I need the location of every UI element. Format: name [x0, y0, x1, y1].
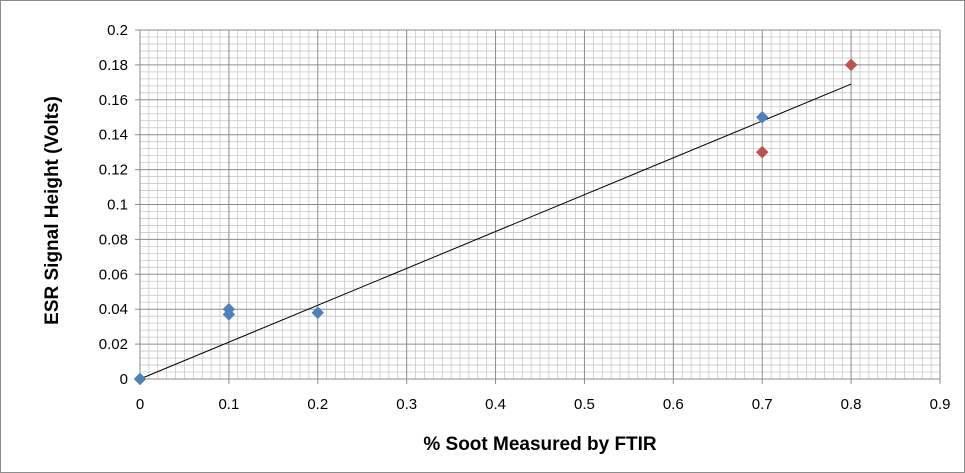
- trendline-group: [139, 83, 852, 380]
- trendline: [139, 83, 852, 380]
- x-tick-label: 0.1: [218, 396, 239, 413]
- y-tick-label: 0.18: [99, 57, 128, 74]
- x-tick-label: 0.2: [307, 396, 328, 413]
- x-tick-label: 0: [136, 396, 144, 413]
- data-point-blue: [133, 372, 147, 386]
- y-tick-label: 0.02: [99, 336, 128, 353]
- x-tick-label: 0.9: [930, 396, 951, 413]
- y-tick-label: 0.04: [99, 301, 128, 318]
- y-tick-label: 0.1: [107, 197, 128, 214]
- y-tick-label: 0.2: [107, 22, 128, 39]
- x-tick-label: 0.8: [841, 396, 862, 413]
- y-tick-label: 0.12: [99, 162, 128, 179]
- x-tick-label: 0.6: [663, 396, 684, 413]
- data-point-blue: [311, 306, 325, 320]
- grid: [140, 29, 941, 379]
- y-tick-label: 0.14: [99, 127, 128, 144]
- x-axis-title: % Soot Measured by FTIR: [423, 434, 657, 455]
- axes: [135, 29, 941, 384]
- data-point-red: [844, 58, 858, 72]
- data-point-blue: [222, 308, 236, 321]
- x-tick-label: 0.7: [752, 396, 773, 413]
- y-tick-label: 0.08: [99, 231, 128, 248]
- x-tick-label: 0.5: [574, 396, 595, 413]
- x-tick-label: 0.3: [396, 396, 417, 413]
- data-point-red: [755, 145, 769, 159]
- data-points: [133, 58, 858, 386]
- tick-labels: 0 0.1 0.2 0.3 0.4 0.5 0.6 0.7 0.8 0.9 0 0.02 0.04 0.0…: [99, 22, 951, 413]
- y-tick-label: 0: [120, 371, 128, 388]
- y-tick-label: 0.06: [99, 266, 128, 283]
- y-tick-label: 0.16: [99, 92, 128, 109]
- x-tick-label: 0.4: [485, 396, 506, 413]
- data-point-blue: [755, 110, 769, 124]
- y-axis-title: ESR Signal Height (Volts): [42, 96, 63, 325]
